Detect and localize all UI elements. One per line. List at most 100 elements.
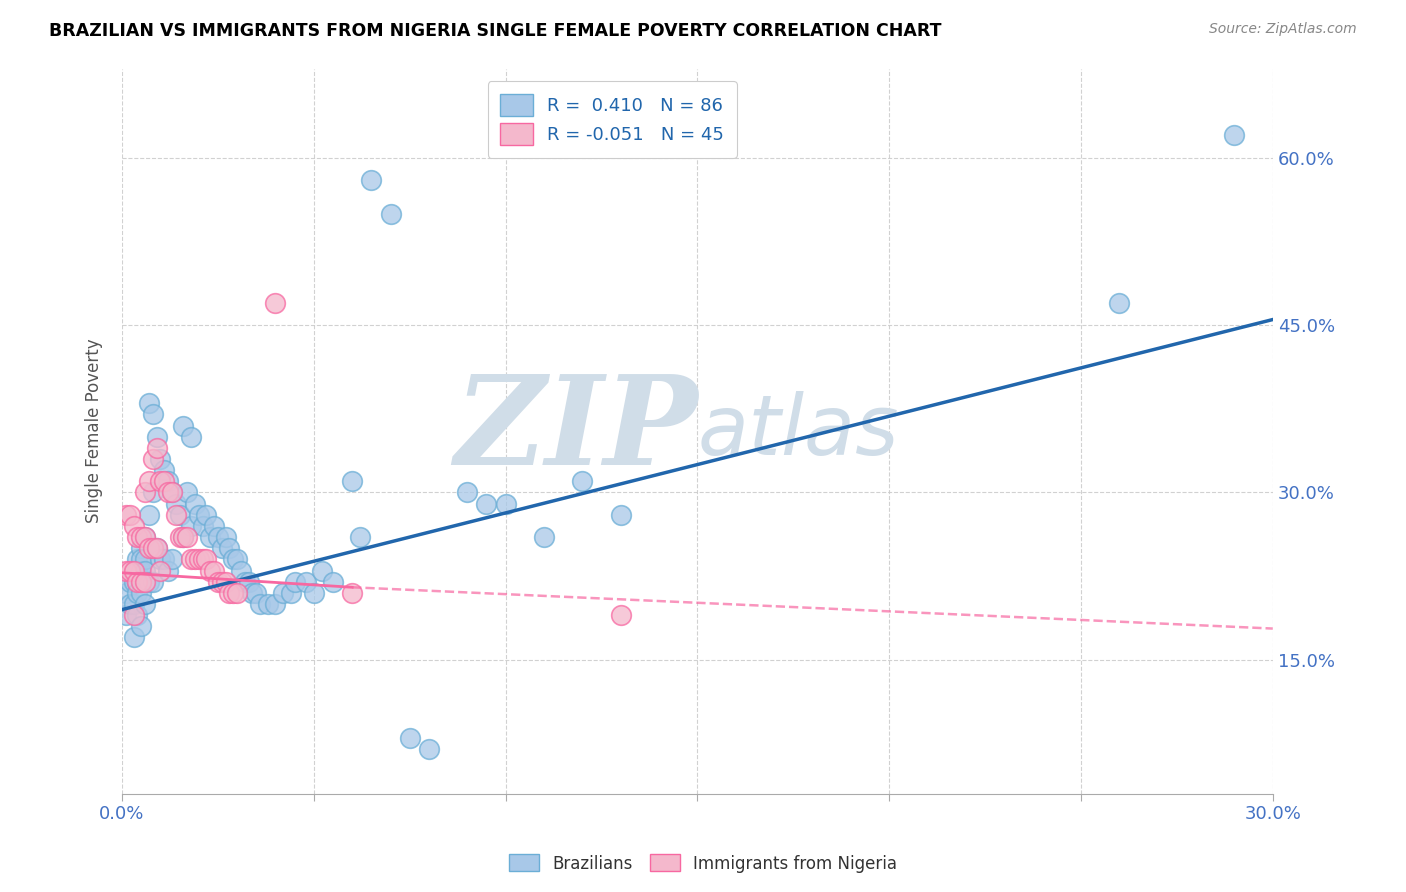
Point [129, 552, 152, 566]
Point [115, 564, 138, 578]
Point [127, 586, 149, 600]
Point [456, 485, 478, 500]
Point [142, 452, 165, 467]
Point [1223, 128, 1246, 143]
Point [149, 475, 172, 489]
Point [256, 597, 278, 611]
Point [245, 586, 267, 600]
Point [214, 574, 236, 589]
Point [127, 574, 149, 589]
Point [284, 574, 307, 589]
Point [172, 418, 194, 433]
Point [398, 731, 420, 745]
Point [222, 586, 245, 600]
Point [138, 541, 160, 556]
Point [180, 552, 202, 566]
Point [134, 485, 156, 500]
Point [138, 396, 160, 410]
Point [271, 586, 294, 600]
Point [118, 564, 141, 578]
Point [134, 530, 156, 544]
Point [571, 475, 593, 489]
Point [233, 574, 256, 589]
Point [349, 530, 371, 544]
Point [418, 742, 440, 756]
Point [184, 497, 207, 511]
Point [122, 574, 145, 589]
Point [129, 564, 152, 578]
Point [138, 475, 160, 489]
Point [142, 541, 165, 556]
Point [127, 564, 149, 578]
Point [122, 564, 145, 578]
Point [242, 586, 264, 600]
Point [127, 574, 149, 589]
Point [134, 564, 156, 578]
Point [322, 574, 344, 589]
Point [134, 597, 156, 611]
Point [222, 552, 245, 566]
Point [134, 530, 156, 544]
Point [153, 475, 176, 489]
Text: Source: ZipAtlas.com: Source: ZipAtlas.com [1209, 22, 1357, 37]
Point [264, 597, 287, 611]
Point [218, 541, 240, 556]
Point [191, 519, 214, 533]
Point [122, 564, 145, 578]
Point [122, 631, 145, 645]
Point [249, 597, 271, 611]
Text: BRAZILIAN VS IMMIGRANTS FROM NIGERIA SINGLE FEMALE POVERTY CORRELATION CHART: BRAZILIAN VS IMMIGRANTS FROM NIGERIA SIN… [49, 22, 942, 40]
Point [118, 508, 141, 522]
Point [118, 597, 141, 611]
Point [157, 475, 180, 489]
Point [184, 552, 207, 566]
Point [295, 574, 318, 589]
Point [180, 430, 202, 444]
Point [226, 586, 249, 600]
Point [229, 564, 252, 578]
Point [340, 586, 363, 600]
Point [207, 530, 229, 544]
Text: atlas: atlas [697, 391, 898, 472]
Point [191, 552, 214, 566]
Point [153, 552, 176, 566]
Point [129, 530, 152, 544]
Point [129, 541, 152, 556]
Text: ZIP: ZIP [454, 370, 697, 491]
Point [280, 586, 302, 600]
Point [207, 574, 229, 589]
Point [202, 519, 225, 533]
Point [138, 508, 160, 522]
Point [176, 530, 198, 544]
Point [180, 519, 202, 533]
Point [142, 574, 165, 589]
Point [134, 552, 156, 566]
Point [169, 508, 191, 522]
Point [176, 485, 198, 500]
Point [115, 586, 138, 600]
Legend: Brazilians, Immigrants from Nigeria: Brazilians, Immigrants from Nigeria [502, 847, 904, 880]
Point [127, 530, 149, 544]
Point [149, 452, 172, 467]
Point [187, 508, 209, 522]
Point [380, 206, 402, 220]
Point [172, 530, 194, 544]
Point [172, 530, 194, 544]
Point [302, 586, 325, 600]
Point [340, 475, 363, 489]
Point [142, 485, 165, 500]
Point [165, 497, 187, 511]
Point [211, 541, 233, 556]
Point [195, 552, 218, 566]
Point [609, 508, 631, 522]
Point [495, 497, 517, 511]
Point [211, 574, 233, 589]
Point [138, 574, 160, 589]
Point [311, 564, 333, 578]
Point [115, 508, 138, 522]
Point [122, 597, 145, 611]
Point [160, 485, 183, 500]
Point [129, 574, 152, 589]
Point [129, 586, 152, 600]
Point [115, 608, 138, 623]
